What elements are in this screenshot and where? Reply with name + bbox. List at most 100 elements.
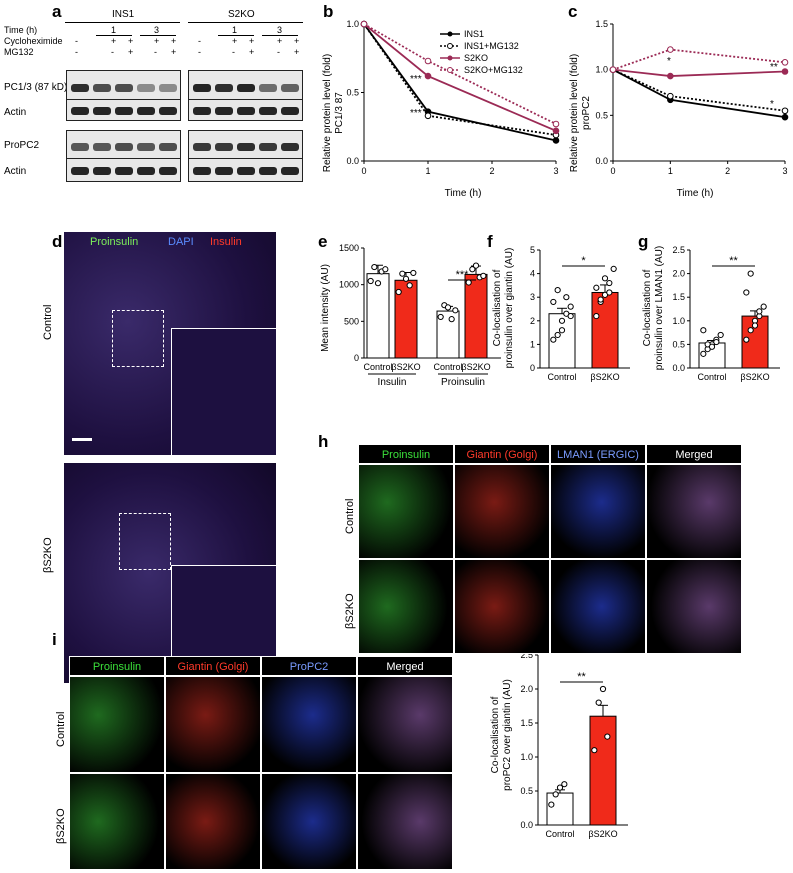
data-point: [567, 312, 574, 320]
chart-f-ylabel1: Co-localisation of: [492, 269, 503, 346]
chart-b-xlabel: Time (h): [445, 188, 482, 199]
chart-j: 0.0 0.5 1.0 1.5 2.0 2.5 Control βS2KO ** Co-loca…: [490, 650, 628, 839]
x-tick-label: 2: [489, 166, 494, 176]
blot-strip: [66, 158, 181, 182]
time-line: [96, 35, 132, 36]
chart-e-ylabel: Mean intensity (AU): [320, 264, 331, 352]
blot-band: [159, 107, 177, 115]
blot-band: [215, 84, 233, 92]
zoom-box: [119, 513, 171, 570]
chart-c: 0.0 0.5 1.0 1.5 0 1 2 3 Relative protein level …: [569, 19, 789, 199]
blot-band: [93, 143, 111, 151]
time-line: [262, 35, 298, 36]
blot-band: [237, 84, 255, 92]
column-header-label: Proinsulin: [381, 449, 431, 461]
row-label: βS2KO: [55, 807, 67, 844]
inset-zoom: [171, 328, 276, 455]
data-point: [747, 327, 754, 334]
cyclo-sign: +: [171, 36, 177, 46]
blot-band: [281, 143, 299, 151]
d-row-ko: βS2KO: [42, 537, 54, 573]
significance-label: **: [577, 671, 586, 683]
panel-letter-b: b: [323, 2, 334, 21]
group-label-insulin: Insulin: [378, 377, 407, 388]
blot-band: [115, 167, 133, 175]
data-point: [424, 57, 432, 65]
blot-band: [193, 167, 211, 175]
data-point: [448, 316, 455, 323]
data-point: [437, 313, 444, 321]
y-tick-label: 5: [530, 245, 535, 255]
data-point: [550, 336, 557, 343]
micrograph-tile: [550, 464, 646, 559]
data-point: [469, 266, 476, 273]
chart-b-sig1: ***: [410, 74, 422, 85]
blot-band: [215, 107, 233, 115]
category-label: Control: [433, 362, 462, 372]
mg-sign: +: [128, 47, 134, 57]
blot-band: [259, 84, 277, 92]
y-tick-label: 0.5: [520, 786, 533, 796]
data-point: [593, 312, 600, 320]
x-tick-label: 3: [782, 166, 787, 176]
blot-band: [71, 107, 89, 115]
panel-letter-g: g: [638, 232, 649, 251]
data-point: [609, 66, 617, 73]
time-line: [140, 35, 176, 36]
x-tick-label: 3: [553, 166, 558, 176]
y-tick-label: 0.5: [346, 88, 359, 98]
data-point: [606, 279, 613, 287]
data-point: [781, 113, 789, 121]
micrograph-tile: [69, 676, 165, 773]
blot-band: [215, 167, 233, 175]
chart-b-ylabel: Relative protein level (fold): [322, 54, 333, 172]
chart-j-ylabel2: proPC2 over giantin (AU): [502, 679, 513, 791]
data-point: [444, 304, 452, 311]
category-label: βS2KO: [588, 829, 617, 839]
row-label-actin: Actin: [4, 107, 27, 118]
data-point: [567, 303, 574, 310]
data-point: [751, 322, 759, 329]
data-point: [756, 308, 763, 315]
data-point: [556, 784, 564, 791]
d-header-insulin: Insulin: [210, 236, 242, 248]
chart-g-ylabel2: proinsulin over LMAN1 (AU): [654, 246, 665, 371]
chart-c-sig2: **: [770, 62, 778, 73]
data-point: [371, 263, 378, 271]
panel-letter-f: f: [487, 232, 493, 251]
data-point: [781, 59, 789, 66]
micrograph-tile: [358, 464, 454, 559]
micrograph-tile: [261, 773, 357, 870]
data-point: [667, 92, 674, 100]
blot-band: [137, 143, 155, 151]
category-label: βS2KO: [590, 372, 619, 382]
column-header-label: LMAN1 (ERGIC): [557, 449, 639, 461]
category-label: Control: [363, 362, 392, 372]
data-point: [360, 20, 368, 28]
column-header-label: Merged: [386, 661, 424, 673]
y-tick-label: 500: [344, 316, 359, 326]
data-point: [561, 781, 568, 788]
data-point: [563, 294, 570, 301]
micrograph-tile: [454, 464, 550, 559]
y-tick-label: 1.5: [672, 292, 685, 302]
cyclo-sign: +: [232, 36, 238, 46]
data-point: [367, 277, 374, 285]
bar: [589, 715, 617, 826]
blot-band: [115, 107, 133, 115]
micrograph-tile: [454, 559, 550, 654]
row-label: Control: [344, 498, 356, 534]
panel-letter-i: i: [52, 630, 57, 649]
data-point: [593, 284, 600, 291]
y-tick-label: 1.0: [595, 65, 608, 75]
blot-band: [93, 84, 111, 92]
group-line-s2ko: [188, 22, 303, 23]
cyclo-sign: -: [198, 36, 201, 46]
column-header: Proinsulin: [69, 656, 165, 676]
mg-sign: -: [111, 47, 114, 57]
column-header: Giantin (Golgi): [165, 656, 261, 676]
data-point: [760, 303, 767, 310]
blot-band: [71, 167, 89, 175]
panel-letter-a: a: [52, 2, 62, 21]
row-label-pc13: PC1/3 (87 kD): [4, 82, 68, 93]
